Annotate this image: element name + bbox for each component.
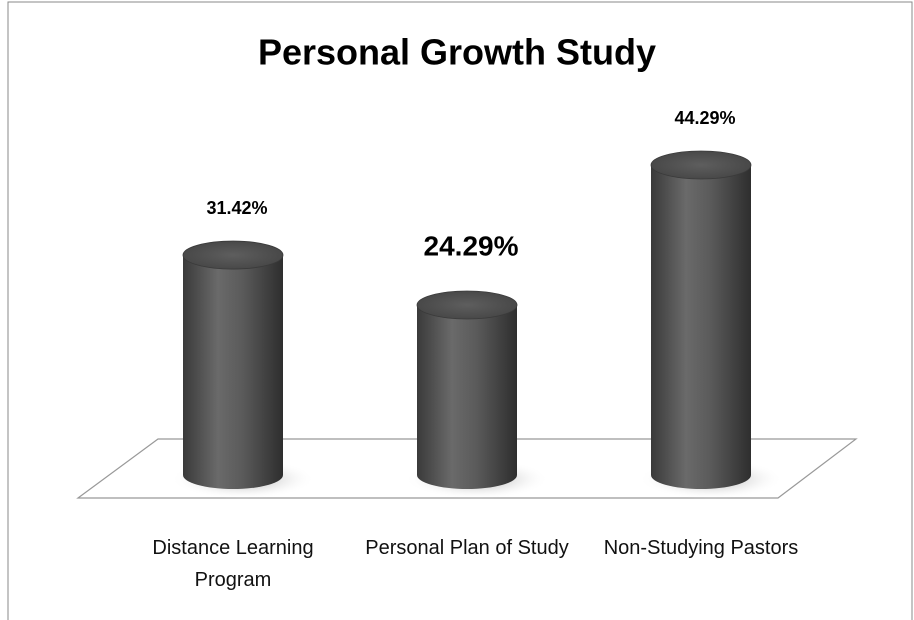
bar xyxy=(650,150,752,489)
chart-title: Personal Growth Study xyxy=(258,32,656,73)
data-label: 44.29% xyxy=(674,108,735,128)
bar-body xyxy=(417,304,517,489)
bar-top xyxy=(416,290,518,320)
x-tick-label: Distance Learning Program xyxy=(152,537,314,591)
bar-body xyxy=(183,255,283,489)
bar-body xyxy=(651,165,751,489)
bar xyxy=(416,290,518,489)
bar-top xyxy=(182,240,284,270)
bar-top xyxy=(650,150,752,180)
chart-frame xyxy=(7,1,913,620)
data-label: 24.29% xyxy=(424,230,519,261)
x-tick-label: Non-Studying Pastors xyxy=(603,537,799,559)
bar xyxy=(182,240,284,489)
x-tick-label: Personal Plan of Study xyxy=(365,537,569,559)
data-label: 31.42% xyxy=(206,198,267,218)
